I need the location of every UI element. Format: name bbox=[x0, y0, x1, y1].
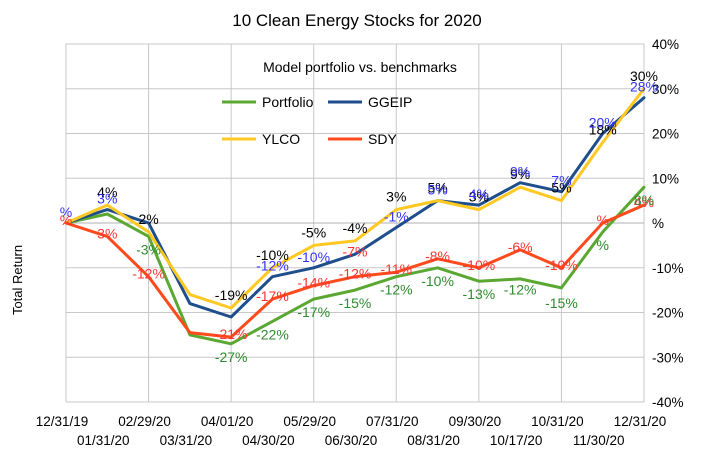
x-tick-label: 12/31/19 bbox=[36, 414, 89, 429]
y-tick-label: -40% bbox=[652, 395, 684, 410]
data-label: -14% bbox=[297, 275, 330, 291]
x-tick-label: 01/31/20 bbox=[77, 433, 130, 448]
data-label: 3% bbox=[97, 191, 117, 207]
data-label: -12% bbox=[132, 266, 165, 282]
x-tick-label: 04/01/20 bbox=[201, 414, 254, 429]
data-label: % bbox=[596, 237, 608, 253]
data-label: 4% bbox=[97, 184, 117, 200]
data-label: -8% bbox=[425, 248, 450, 264]
data-label: % bbox=[60, 212, 72, 228]
data-label: -5% bbox=[301, 224, 326, 240]
data-label: 4% bbox=[634, 194, 654, 210]
x-tick-label: 12/31/20 bbox=[614, 414, 667, 429]
series-line-sdy bbox=[64, 203, 646, 339]
x-tick-label: 03/31/20 bbox=[160, 433, 213, 448]
data-label: 5% bbox=[551, 180, 571, 196]
y-tick-label: 40% bbox=[652, 37, 679, 52]
series-line-portfolio bbox=[64, 185, 646, 346]
data-label: -22% bbox=[256, 326, 289, 342]
x-tick-label: 09/30/20 bbox=[449, 414, 502, 429]
data-label: 8% bbox=[634, 192, 654, 208]
data-label: -12% bbox=[256, 258, 289, 274]
data-label: 3% bbox=[386, 189, 406, 205]
x-tick-label: 05/29/20 bbox=[283, 414, 336, 429]
data-label: 30% bbox=[630, 68, 658, 84]
data-label: -15% bbox=[545, 295, 578, 311]
legend-label: SDY bbox=[368, 131, 397, 147]
data-label: -3% bbox=[136, 241, 161, 257]
x-tick-label: 11/30/20 bbox=[573, 433, 625, 448]
y-tick-label: -20% bbox=[652, 306, 684, 321]
data-label: % bbox=[60, 204, 72, 220]
x-tick-label: 02/29/20 bbox=[118, 414, 171, 429]
y-tick-label: 20% bbox=[652, 127, 679, 142]
data-label: 9% bbox=[510, 164, 530, 180]
data-label: 5% bbox=[427, 182, 447, 198]
x-axis-ticks: 12/31/19 02/29/20 04/01/20 05/29/20 07/31/20… bbox=[36, 414, 667, 448]
data-label: -10% bbox=[421, 273, 454, 289]
data-label: -1% bbox=[384, 208, 409, 224]
y-tick-label: -30% bbox=[652, 350, 684, 365]
data-label: 2% bbox=[138, 211, 158, 227]
legend: Model portfolio vs. benchmarks Portfolio… bbox=[222, 59, 457, 147]
data-label: -11% bbox=[380, 261, 412, 277]
data-label: -15% bbox=[339, 295, 372, 311]
y-tick-label: % bbox=[652, 216, 664, 231]
x-tick-label: 04/30/20 bbox=[242, 433, 295, 448]
data-label: % bbox=[596, 212, 608, 228]
data-label: 28% bbox=[630, 79, 658, 95]
chart-title: 10 Clean Energy Stocks for 2020 bbox=[232, 11, 481, 30]
data-label: -13% bbox=[463, 286, 496, 302]
y-axis-label: Total Return bbox=[10, 245, 25, 315]
data-label: -17% bbox=[256, 288, 289, 304]
data-label: -6% bbox=[508, 239, 533, 255]
y-tick-label: 10% bbox=[652, 171, 679, 186]
data-label: -10% bbox=[256, 247, 289, 263]
data-label: -12% bbox=[380, 282, 413, 298]
data-label: -7% bbox=[343, 243, 368, 259]
data-label: 7% bbox=[551, 173, 571, 189]
data-labels: 4% 2% -10% -19% -5% -4% 3% 5% 3% 9% 5% 18% 30%% 3% -12… bbox=[60, 68, 658, 365]
x-tick-label: 06/30/20 bbox=[325, 433, 378, 448]
data-label: -21% bbox=[215, 326, 248, 342]
data-label: 5% bbox=[427, 180, 447, 196]
data-label: -10% bbox=[463, 257, 496, 273]
legend-label: Portfolio bbox=[262, 94, 314, 110]
x-tick-label: 10/17/20 bbox=[490, 433, 543, 448]
data-label: -12% bbox=[339, 266, 372, 282]
data-label: -10% bbox=[297, 249, 330, 265]
x-tick-label: 10/31/20 bbox=[531, 414, 584, 429]
legend-label: YLCO bbox=[262, 131, 300, 147]
y-tick-label: -10% bbox=[652, 261, 684, 276]
data-label: -17% bbox=[297, 304, 330, 320]
y-axis-ticks: -40% -30% -20% -10%% 10% 20% 30% 40% bbox=[652, 37, 684, 410]
series-line-ylco bbox=[64, 87, 646, 310]
x-tick-label: 07/31/20 bbox=[366, 414, 419, 429]
data-label: -10% bbox=[545, 257, 578, 273]
data-label: 20% bbox=[589, 115, 617, 131]
y-tick-label: 30% bbox=[652, 82, 679, 97]
x-tick-label: 08/31/20 bbox=[407, 433, 460, 448]
legend-label: GGEIP bbox=[368, 94, 412, 110]
data-label: 9% bbox=[510, 166, 530, 182]
data-label: 4% bbox=[469, 186, 489, 202]
series-line-ggeip bbox=[64, 96, 646, 319]
data-label: -19% bbox=[215, 287, 248, 303]
series-lines bbox=[64, 87, 646, 346]
chart-subtitle: Model portfolio vs. benchmarks bbox=[263, 59, 457, 75]
data-label: 3% bbox=[469, 189, 489, 205]
data-label: 18% bbox=[589, 121, 617, 137]
data-label: -27% bbox=[215, 349, 248, 365]
data-label: -4% bbox=[343, 220, 368, 236]
data-label: 3% bbox=[97, 225, 117, 241]
data-label: -12% bbox=[504, 282, 537, 298]
